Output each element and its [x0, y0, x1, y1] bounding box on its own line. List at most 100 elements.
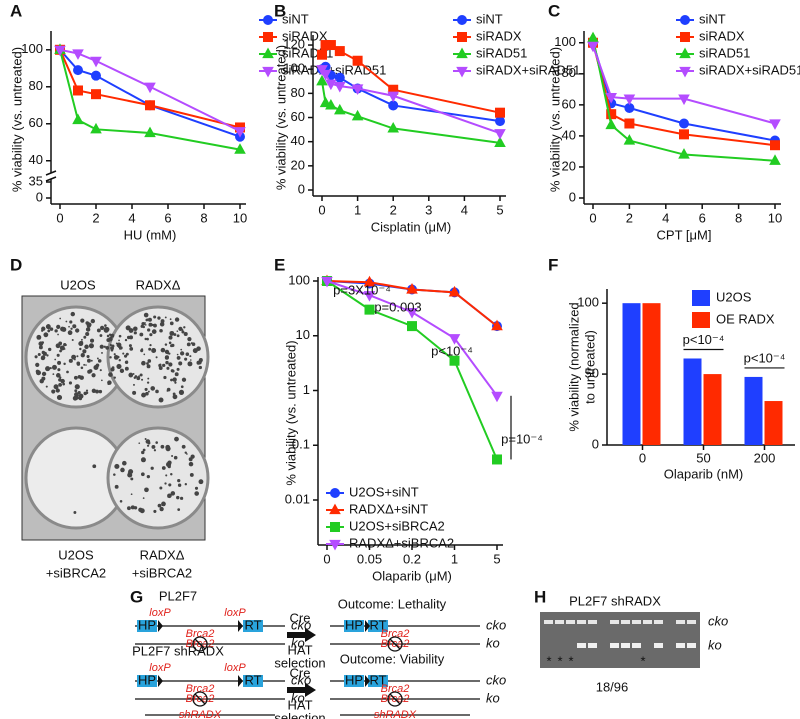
- colony: [130, 505, 135, 510]
- colony: [140, 349, 144, 353]
- y-tick-label: 40: [29, 152, 43, 167]
- marker: [330, 522, 340, 532]
- allele-label: ko: [291, 635, 305, 650]
- plate-label: +siBRCA2: [46, 565, 106, 580]
- colony: [148, 322, 153, 327]
- colony: [164, 343, 168, 346]
- colony: [177, 508, 181, 512]
- annotation: p=3X10⁻⁴: [333, 282, 391, 297]
- colony: [47, 329, 51, 333]
- marker: [316, 74, 328, 86]
- x-tick-label: 0: [56, 210, 63, 225]
- colony: [146, 362, 149, 365]
- colony: [57, 333, 59, 336]
- colony: [164, 316, 167, 319]
- y-tick-label: 0: [592, 436, 599, 451]
- colony: [158, 397, 164, 403]
- colony: [103, 345, 106, 348]
- colony: [57, 360, 62, 365]
- marker: [495, 116, 505, 127]
- band: [632, 620, 641, 624]
- colony: [113, 353, 116, 356]
- colony: [73, 511, 77, 514]
- colony: [141, 450, 145, 455]
- colony: [38, 345, 43, 350]
- colony: [146, 364, 151, 369]
- colony: [161, 501, 166, 507]
- colony: [153, 315, 157, 319]
- marker: [456, 47, 468, 59]
- colony: [68, 325, 70, 328]
- marker: [262, 47, 274, 59]
- y-tick-label: 0: [36, 189, 43, 204]
- colony: [189, 359, 192, 361]
- colony: [155, 389, 159, 394]
- series-line: [321, 81, 501, 144]
- loxp-site: [158, 620, 163, 632]
- colony: [85, 391, 89, 395]
- colony: [147, 390, 150, 393]
- x-tick-label: 2: [626, 210, 633, 225]
- colony: [87, 358, 91, 363]
- annotation: p<10⁻⁴: [683, 332, 725, 347]
- colony: [189, 355, 192, 358]
- colony: [82, 349, 87, 354]
- colony: [176, 353, 179, 356]
- colony: [198, 365, 203, 370]
- colony: [184, 357, 188, 361]
- colony: [163, 375, 167, 380]
- y-tick-label: 0.1: [292, 437, 310, 452]
- marker: [769, 119, 781, 130]
- panel-label: G: [130, 587, 143, 606]
- y-tick-label: 35: [29, 173, 43, 188]
- colony: [186, 453, 188, 455]
- colony: [196, 346, 201, 351]
- x-tick-label: 2: [92, 210, 99, 225]
- marker: [334, 103, 346, 115]
- legend-label: siRADX+siRAD51: [476, 62, 580, 77]
- count: 18/96: [596, 679, 629, 694]
- legend-label: siRAD51: [699, 45, 750, 60]
- colony: [171, 343, 175, 348]
- marker: [325, 40, 336, 51]
- loxp-site: [238, 620, 243, 632]
- colony: [139, 508, 145, 514]
- marker: [407, 321, 417, 332]
- colony: [141, 322, 146, 326]
- colony: [129, 347, 134, 351]
- colony: [70, 311, 75, 317]
- colony: [69, 320, 73, 324]
- cassette: [368, 620, 388, 632]
- marker: [262, 66, 274, 78]
- lane-mark: *: [640, 653, 645, 668]
- colony: [177, 483, 182, 487]
- marker: [769, 154, 781, 165]
- legend-label: RADXΔ+siBRCA2: [349, 535, 454, 550]
- colony: [161, 466, 166, 470]
- gene-label: Brca2: [381, 683, 410, 695]
- y-tick-label: 100: [283, 61, 305, 76]
- colony: [88, 369, 93, 373]
- marker: [145, 100, 155, 111]
- colony: [67, 330, 73, 336]
- colony: [139, 332, 144, 337]
- colony: [183, 326, 186, 329]
- colony: [124, 366, 129, 371]
- x-tick-label: 0: [589, 210, 596, 225]
- colony: [59, 376, 62, 379]
- arrow-label: Cre: [290, 665, 311, 680]
- colony: [109, 343, 112, 347]
- colony: [113, 376, 116, 379]
- colony: [68, 358, 73, 363]
- y-tick-label: 80: [562, 65, 576, 80]
- x-tick-label: 10: [768, 210, 782, 225]
- cassette-label: HP: [345, 672, 363, 687]
- legend-label: siRADX+siRAD51: [699, 62, 800, 77]
- colony: [99, 334, 103, 337]
- allele-label: ko: [486, 690, 500, 705]
- panel-label: F: [548, 255, 558, 274]
- colony: [68, 381, 72, 385]
- colony: [85, 345, 89, 348]
- colony: [174, 436, 179, 442]
- colony: [125, 325, 131, 331]
